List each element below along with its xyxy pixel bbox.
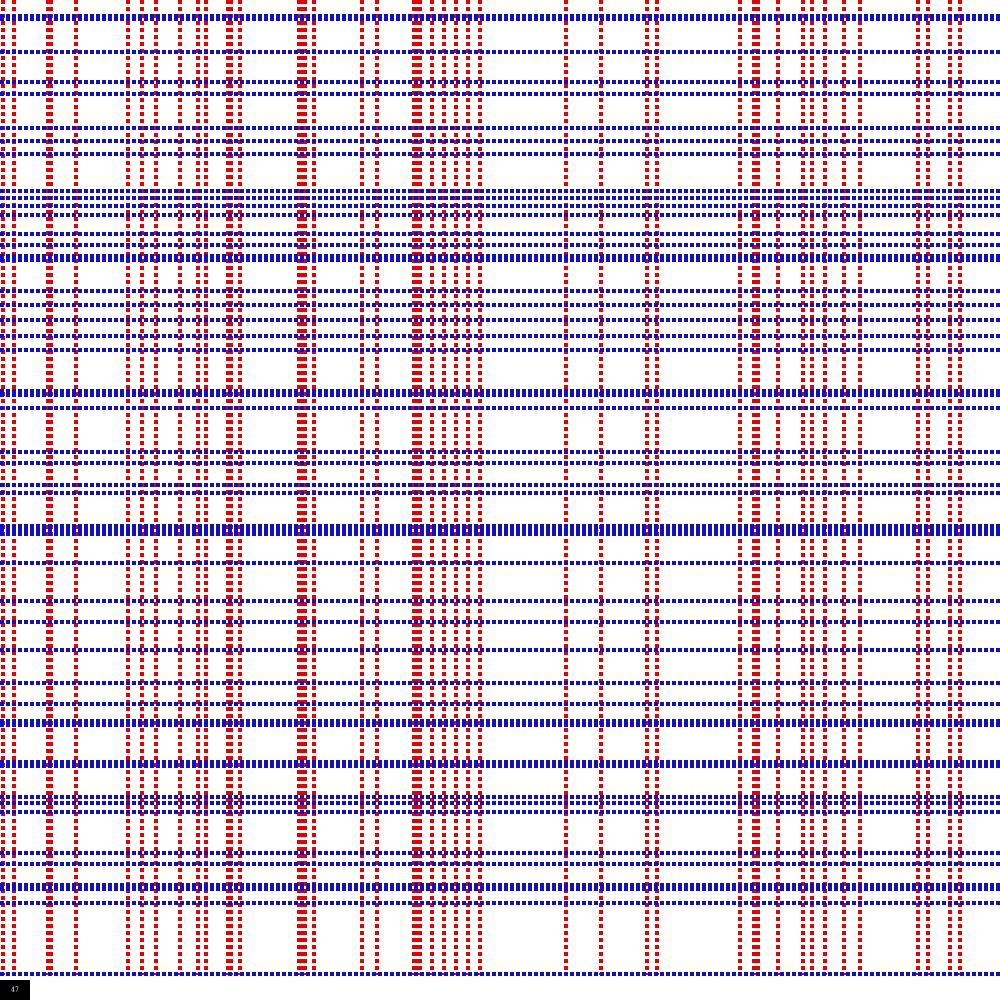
- badge-label: 47: [11, 987, 19, 994]
- badge-box: [0, 980, 30, 1000]
- vertical-lines: [1, 0, 962, 975]
- horizontal-lines: [0, 14, 1000, 976]
